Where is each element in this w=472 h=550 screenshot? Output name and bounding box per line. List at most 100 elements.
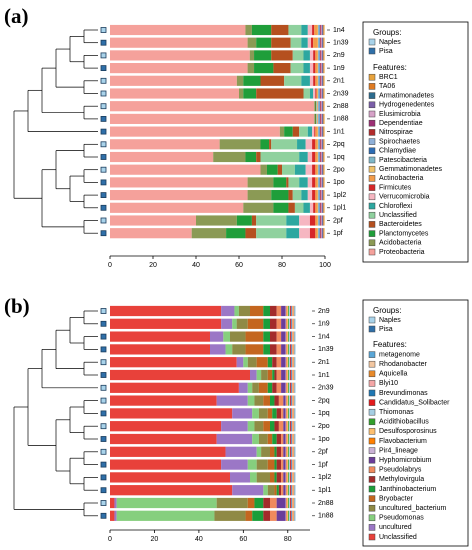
- sample-label: 2pq: [318, 397, 330, 404]
- bar-segment: [318, 177, 320, 188]
- bar-segment: [289, 382, 290, 393]
- bar-segment: [318, 50, 320, 61]
- bar-segment: [236, 357, 244, 368]
- bar-segment: [292, 331, 294, 342]
- bar-segment: [322, 63, 324, 74]
- bar-segment: [318, 88, 320, 99]
- bar-segment: [291, 357, 293, 368]
- bar-segment: [221, 318, 233, 329]
- bar-segment: [294, 497, 296, 509]
- bar-segment: [290, 344, 292, 355]
- legend-swatch: [368, 165, 376, 173]
- bar-segment: [110, 382, 239, 393]
- legend-label: metagenome: [379, 351, 420, 358]
- legend-swatch: [368, 202, 376, 210]
- bar-segment: [292, 357, 294, 368]
- bar-segment: [318, 151, 319, 163]
- group-marker: [100, 436, 107, 442]
- bar-segment: [321, 113, 322, 124]
- bar-segment: [287, 408, 289, 419]
- bar-segment: [323, 202, 325, 213]
- bar-segment: [110, 37, 248, 48]
- bar-segment: [291, 433, 293, 445]
- bar-segment: [272, 408, 277, 419]
- bar-segment: [321, 63, 322, 74]
- bar-segment: [287, 344, 289, 355]
- bar-segment: [320, 75, 321, 86]
- sample-label: 1pl1: [318, 487, 331, 494]
- bar-segment: [293, 408, 295, 419]
- bar-segment: [236, 318, 248, 329]
- bar-segment: [288, 485, 290, 496]
- bar-segment: [293, 369, 295, 381]
- bar-segment: [290, 446, 292, 457]
- sample-label: 1n9: [333, 65, 345, 72]
- bar-segment: [281, 459, 284, 470]
- bar-segment: [245, 510, 253, 521]
- bar-segment: [281, 433, 284, 445]
- legend-swatch: [368, 447, 376, 454]
- group-marker: [100, 39, 107, 46]
- bar-segment: [288, 177, 300, 188]
- bar-segment: [319, 88, 321, 99]
- x-tick-label: 60: [235, 262, 243, 269]
- bar-segment: [270, 318, 277, 329]
- legend-swatch: [368, 437, 376, 445]
- bar-segment: [323, 202, 324, 213]
- bar-segment: [287, 472, 289, 483]
- group-marker: [100, 90, 107, 97]
- bar-segment: [110, 139, 220, 150]
- bar-segment: [260, 151, 300, 163]
- bar-segment: [276, 357, 282, 368]
- bar-segment: [320, 37, 322, 48]
- bar-segment: [290, 408, 291, 419]
- bar-segment: [318, 228, 319, 239]
- sample-label: 2n88: [333, 103, 349, 110]
- bar-segment: [291, 510, 293, 521]
- bar-segment: [216, 395, 248, 406]
- bar-segment: [319, 113, 321, 124]
- bar-segment: [315, 202, 318, 213]
- bar-segment: [323, 88, 325, 99]
- bar-segment: [316, 113, 317, 124]
- group-marker: [100, 141, 107, 148]
- bar-segment: [287, 510, 289, 521]
- sample-label: 1n4: [318, 333, 330, 340]
- legend-swatch: [368, 466, 376, 474]
- group-marker: [100, 500, 107, 506]
- bar-segment: [281, 357, 286, 368]
- bar-segment: [289, 331, 290, 342]
- legend-label: Planctomycetes: [379, 230, 429, 237]
- bar-segment: [297, 139, 306, 150]
- legend-swatch: [368, 524, 376, 531]
- bar-segment: [223, 331, 230, 342]
- legend-label: Pseudomonas: [379, 515, 424, 522]
- bar-segment: [263, 421, 270, 432]
- group-marker: [100, 204, 107, 211]
- bar-segment: [276, 369, 282, 381]
- bar-segment: [319, 50, 321, 61]
- bar-segment: [286, 344, 288, 355]
- bar-segment: [289, 433, 290, 445]
- bar-segment: [314, 113, 315, 124]
- bar-segment: [317, 202, 319, 213]
- bar-segment: [210, 331, 224, 342]
- bar-segment: [312, 177, 316, 188]
- bar-segment: [294, 357, 296, 368]
- bar-segment: [291, 331, 293, 342]
- bar-segment: [276, 305, 282, 317]
- bar-segment: [226, 228, 246, 239]
- bar-segment: [288, 433, 290, 445]
- bar-segment: [299, 215, 310, 226]
- bar-segment: [323, 228, 325, 239]
- bar-segment: [274, 459, 277, 470]
- bar-segment: [320, 215, 322, 226]
- bar-segment: [307, 24, 313, 36]
- bar-segment: [252, 510, 264, 521]
- bar-segment: [290, 369, 292, 381]
- legend-label: Dependentiae: [379, 120, 423, 127]
- bar-segment: [301, 75, 310, 86]
- legend-swatch: [368, 495, 376, 502]
- sample-label: 2pf: [333, 217, 343, 224]
- bar-segment: [307, 190, 313, 201]
